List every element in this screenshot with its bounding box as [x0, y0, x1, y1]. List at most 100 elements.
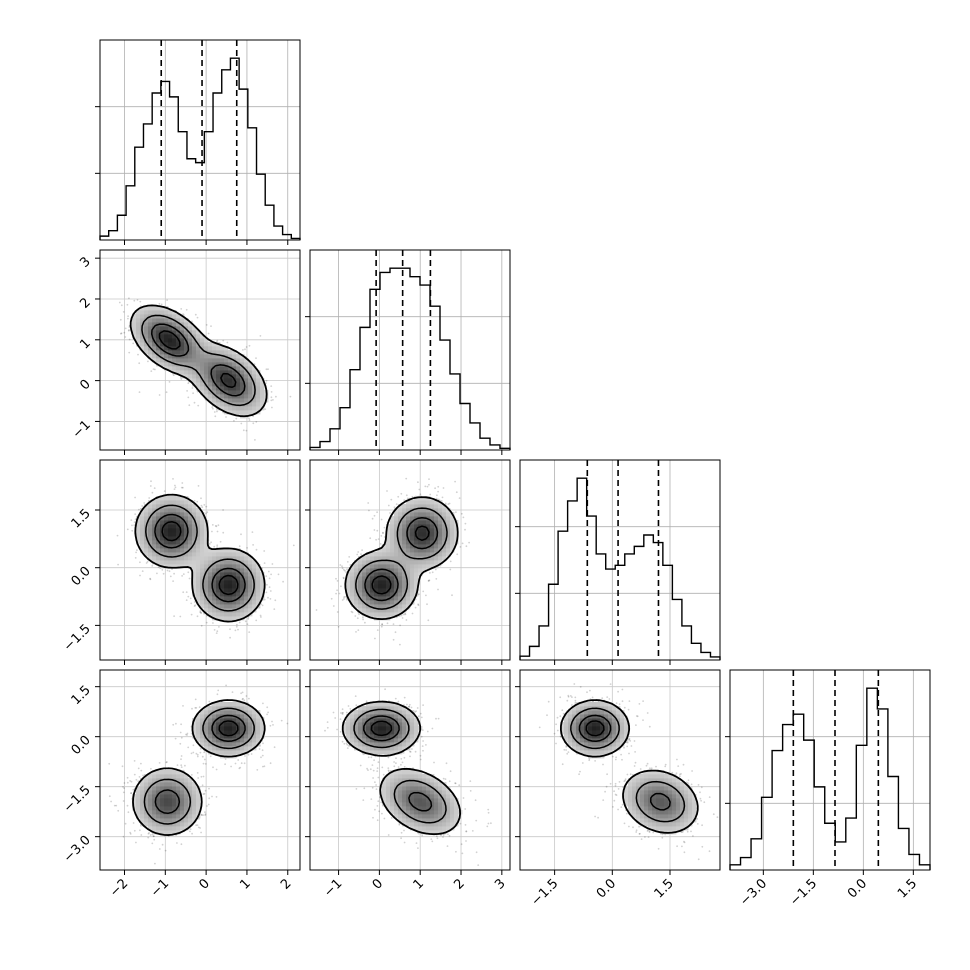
density-cell — [188, 552, 193, 557]
density-cell — [148, 330, 153, 335]
scatter-point — [244, 620, 247, 623]
scatter-point — [200, 624, 203, 627]
density-cell — [188, 338, 193, 343]
scatter-point — [246, 547, 249, 549]
density-cell — [208, 342, 213, 347]
density-cell — [244, 608, 249, 613]
scatter-point — [194, 604, 197, 607]
density-cell — [228, 616, 233, 621]
density-cell — [228, 386, 233, 391]
density-cell — [136, 524, 141, 529]
density-cell — [188, 362, 193, 367]
scatter-point — [261, 604, 264, 607]
density-cell — [176, 548, 181, 553]
scatter-point — [354, 615, 357, 617]
density-cell — [164, 532, 169, 537]
scatter-point — [212, 407, 214, 410]
scatter-point — [418, 488, 421, 491]
density-cell — [196, 548, 201, 553]
density-cell — [192, 528, 197, 533]
scatter-point — [134, 557, 137, 559]
scatter-point — [197, 485, 200, 487]
scatter-point — [187, 382, 190, 385]
density-cell — [200, 584, 205, 589]
scatter-point — [211, 524, 214, 526]
density-cell — [220, 564, 225, 569]
scatter-point — [275, 395, 277, 398]
scatter-point — [383, 526, 386, 529]
density-cell — [164, 560, 169, 565]
density-cell — [220, 556, 225, 561]
density-cell — [196, 564, 201, 569]
density-cell — [204, 576, 209, 581]
density-cell — [224, 398, 229, 403]
scatter-point — [151, 491, 154, 494]
density-cell — [200, 374, 205, 379]
density-cell — [208, 612, 213, 617]
density-cell — [156, 350, 161, 355]
scatter-point — [245, 429, 248, 432]
density-cell — [240, 612, 245, 617]
density-cell — [200, 382, 205, 387]
density-cell — [208, 370, 213, 375]
density-cell — [256, 568, 261, 573]
density-cell — [196, 556, 201, 561]
panel-background — [520, 460, 720, 660]
density-cell — [168, 504, 173, 509]
density-cell — [164, 500, 169, 505]
scatter-point — [289, 395, 292, 398]
scatter-point — [436, 494, 438, 497]
density-cell — [216, 366, 221, 371]
density-cell — [156, 540, 161, 545]
density-cell — [192, 504, 197, 509]
density-cell — [188, 560, 193, 565]
panel-background — [100, 40, 300, 240]
density-cell — [228, 596, 233, 601]
density-cell — [164, 540, 169, 545]
density-cell — [236, 410, 241, 415]
scatter-point — [374, 637, 376, 640]
density-cell — [192, 374, 197, 379]
panel-frame — [99, 249, 301, 451]
density-cell — [240, 572, 245, 577]
density-cell — [252, 378, 257, 383]
density-cell — [244, 576, 249, 581]
density-cell — [236, 402, 241, 407]
density-cell — [156, 508, 161, 513]
density-cell — [164, 366, 169, 371]
scatter-point — [211, 530, 213, 533]
density-cell — [180, 504, 185, 509]
scatter-point — [122, 311, 125, 313]
scatter-point — [187, 396, 190, 399]
density-cell — [232, 386, 237, 391]
scatter-point — [145, 562, 148, 564]
scatter-point — [268, 586, 271, 588]
scatter-point — [216, 410, 218, 413]
scatter-point — [427, 619, 430, 622]
density-cell — [252, 374, 257, 379]
density-cell — [188, 532, 193, 537]
density-cell — [192, 338, 197, 343]
density-cell — [160, 536, 165, 541]
density-cell — [240, 568, 245, 573]
density-cell — [260, 584, 265, 589]
density-cell — [164, 326, 169, 331]
density-cell — [208, 358, 213, 363]
scatter-point — [339, 564, 342, 566]
scatter-point — [248, 631, 251, 633]
density-cell — [184, 374, 189, 379]
density-cell — [196, 508, 201, 513]
density-cell — [192, 524, 197, 529]
scatter-point — [386, 622, 389, 625]
density-cell — [244, 568, 249, 573]
scatter-point — [172, 478, 174, 480]
density-cell — [244, 378, 249, 383]
scatter-point — [267, 596, 269, 599]
density-cell — [208, 572, 213, 577]
scatter-point — [127, 317, 129, 320]
density-cell — [204, 394, 209, 399]
density-cell — [196, 362, 201, 367]
density-cell — [140, 310, 145, 315]
density-cell — [148, 520, 153, 525]
scatter-point — [150, 480, 152, 483]
